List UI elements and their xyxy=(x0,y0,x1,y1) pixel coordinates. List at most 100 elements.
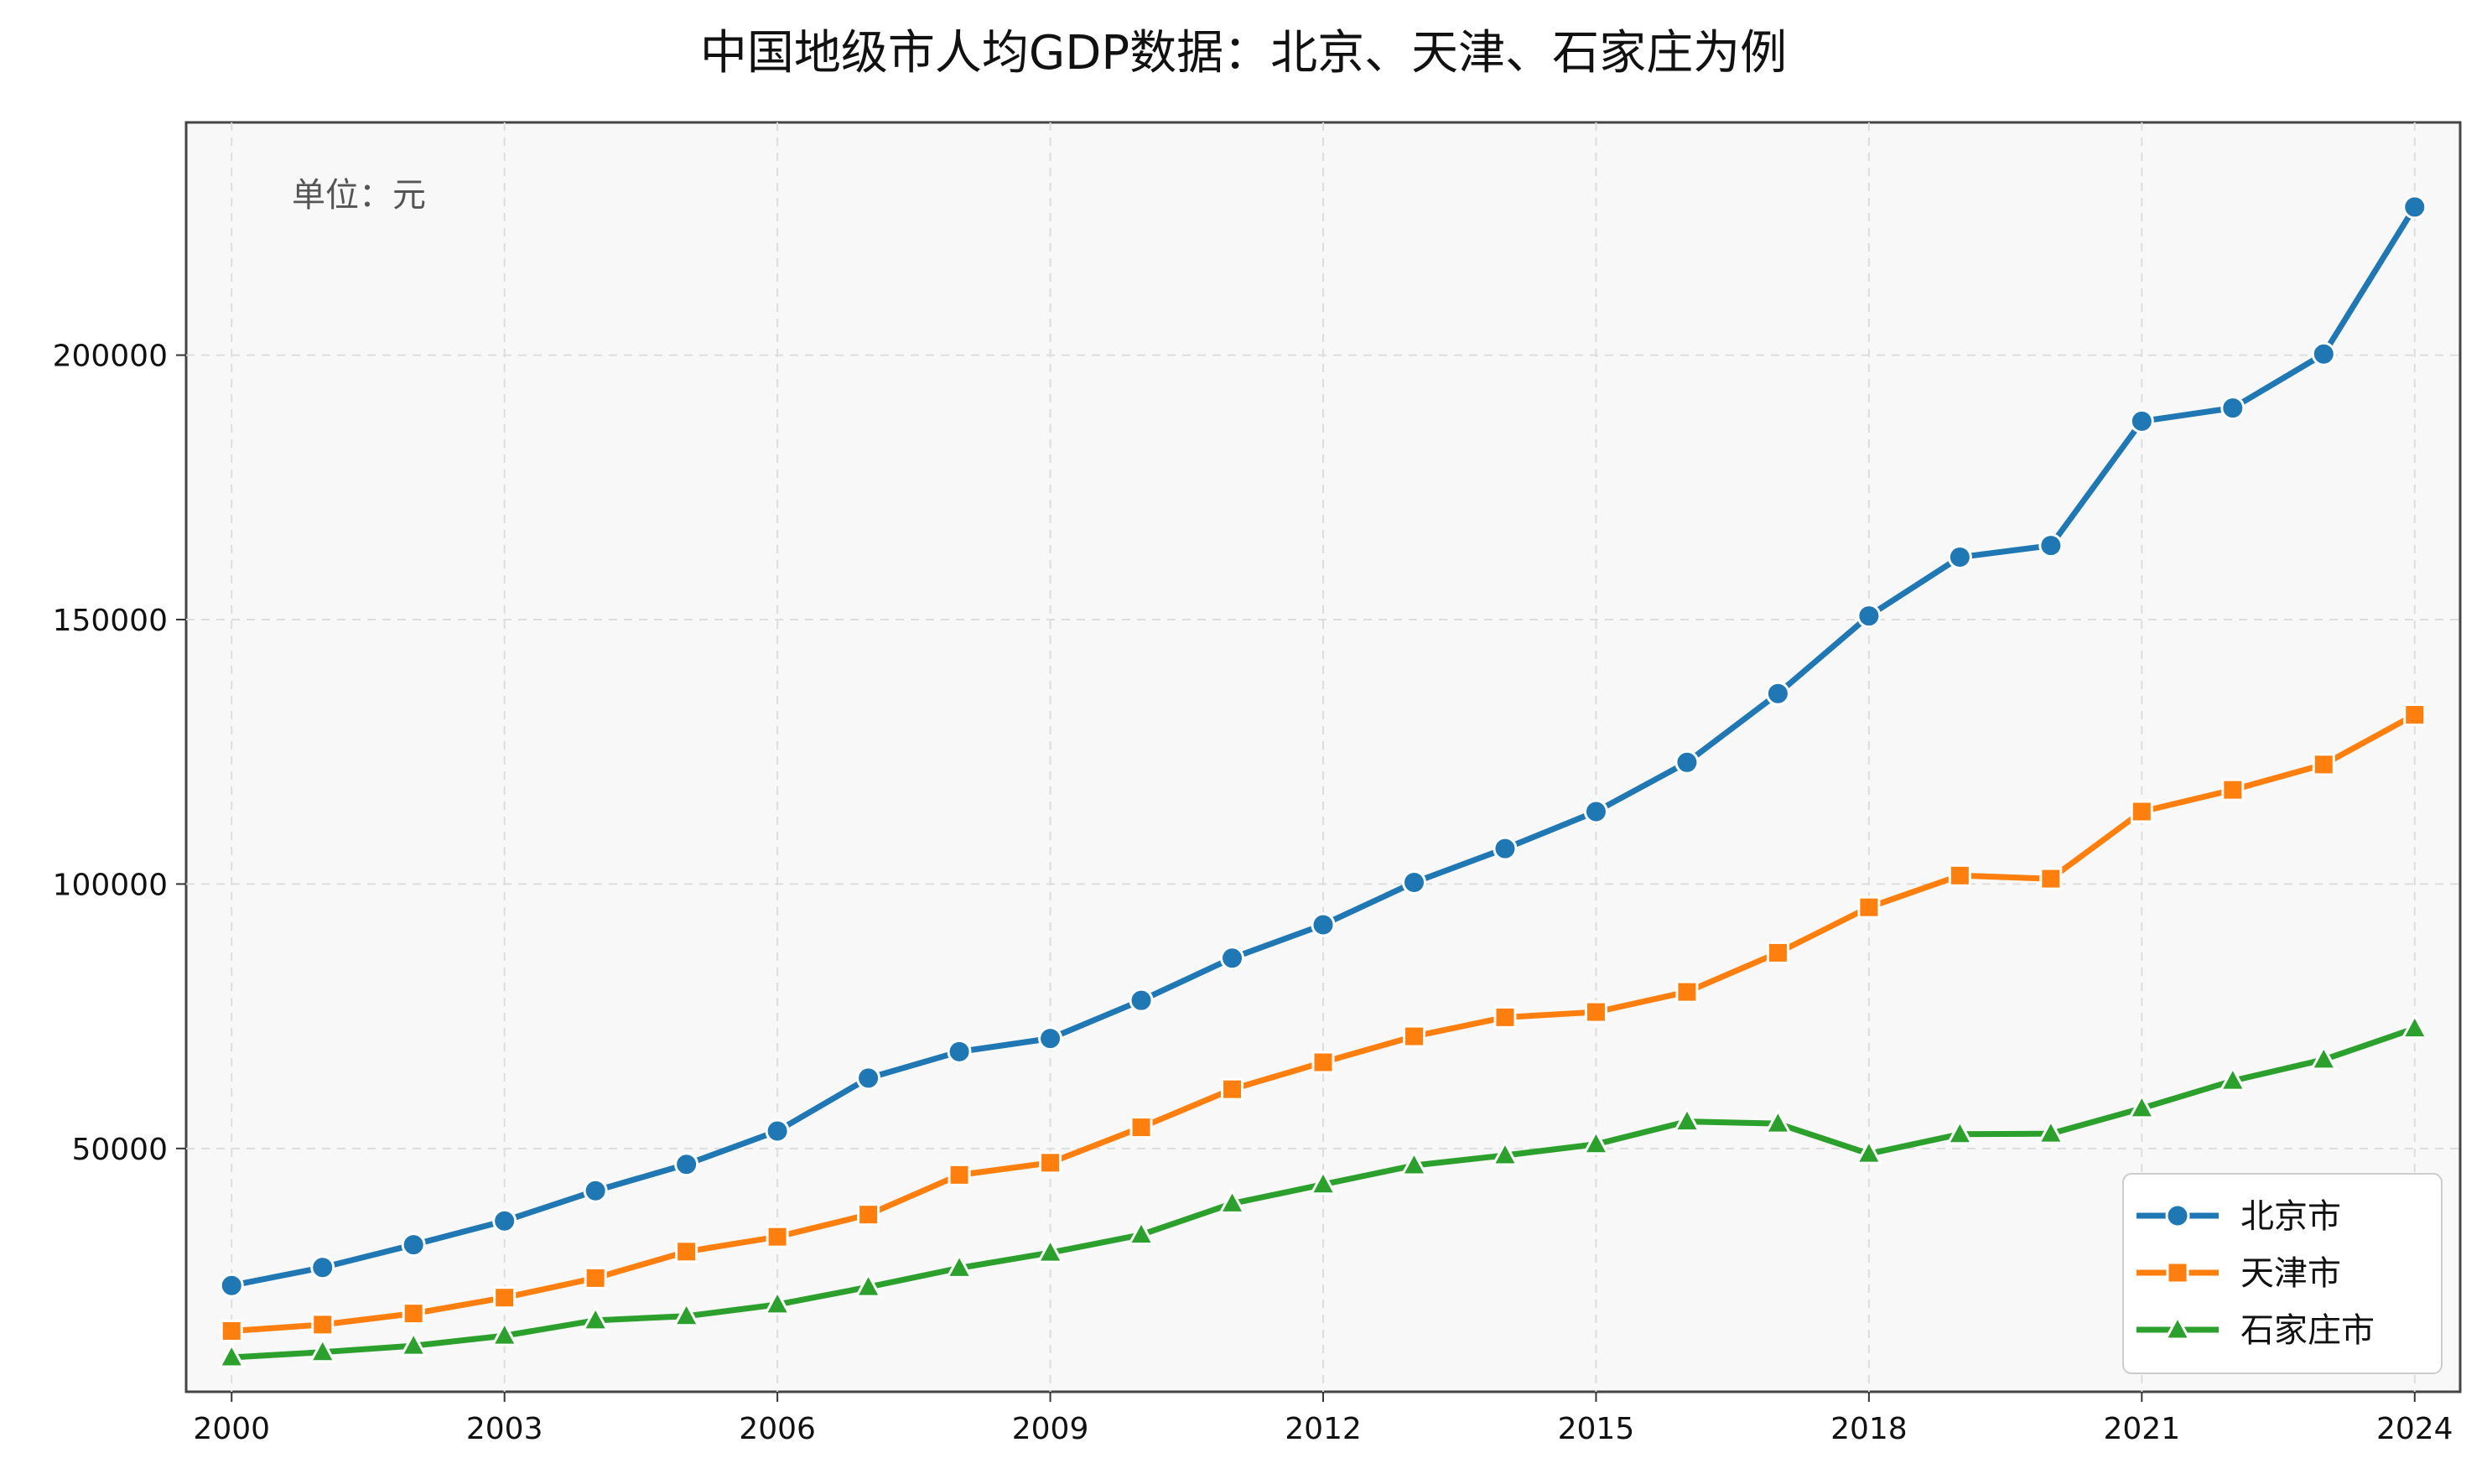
y-tick-label: 200000 xyxy=(53,340,168,374)
data-point xyxy=(1399,1149,1428,1176)
data-point xyxy=(763,1289,792,1315)
data-point xyxy=(672,1300,701,1327)
legend-marker xyxy=(2165,1203,2190,1228)
x-tick-label: 2000 xyxy=(193,1412,270,1446)
legend-label: 北京市 xyxy=(2240,1197,2341,1236)
data-point xyxy=(2309,1044,2338,1071)
data-point xyxy=(492,1208,517,1233)
data-point xyxy=(1129,988,1154,1013)
data-point xyxy=(2037,1118,2065,1144)
data-point xyxy=(2402,195,2427,220)
x-tick-label: 2006 xyxy=(739,1412,816,1446)
data-point xyxy=(674,1152,699,1177)
data-point xyxy=(1036,1237,1065,1263)
data-point xyxy=(948,1163,971,1186)
data-point xyxy=(2220,396,2246,421)
data-point xyxy=(1583,799,1608,824)
data-point xyxy=(1493,1005,1517,1029)
data-point xyxy=(310,1255,335,1280)
data-point xyxy=(1945,1118,1974,1145)
data-point xyxy=(675,1240,698,1263)
data-point xyxy=(581,1305,610,1331)
data-point xyxy=(2221,778,2245,802)
data-point xyxy=(2130,800,2153,823)
data-point xyxy=(401,1232,426,1258)
data-point xyxy=(945,1253,974,1279)
x-tick-label: 2012 xyxy=(1285,1412,1362,1446)
legend-box xyxy=(2122,1173,2443,1374)
data-point xyxy=(1673,1106,1701,1133)
data-point xyxy=(1309,1169,1337,1196)
data-point xyxy=(766,1225,789,1248)
data-point xyxy=(1765,681,1790,706)
data-point xyxy=(2401,1013,2429,1040)
y-tick-label: 100000 xyxy=(53,868,168,902)
data-point xyxy=(1581,1129,1610,1155)
data-point xyxy=(1402,1025,1425,1048)
data-point xyxy=(1947,545,1972,570)
grid-lines xyxy=(186,122,2460,1392)
data-point xyxy=(1948,864,1971,887)
data-point xyxy=(1038,1026,1063,1051)
data-point xyxy=(1584,1000,1607,1024)
data-point xyxy=(2219,1065,2247,1092)
data-point xyxy=(1127,1219,1155,1246)
data-point xyxy=(220,1319,243,1342)
series-circle xyxy=(219,195,2427,1298)
data-point xyxy=(1401,870,1426,895)
unit-annotation: 单位：元 xyxy=(292,176,426,215)
series-triangle xyxy=(217,1013,2429,1368)
data-point xyxy=(491,1320,519,1346)
x-tick-label: 2021 xyxy=(2104,1412,2181,1446)
data-point xyxy=(857,1203,880,1227)
data-point xyxy=(493,1286,517,1310)
data-point xyxy=(309,1336,337,1363)
series-square xyxy=(220,703,2427,1342)
data-point xyxy=(1129,1116,1153,1139)
data-point xyxy=(1493,836,1518,861)
data-point xyxy=(1855,1138,1883,1165)
data-point xyxy=(311,1313,335,1336)
data-point xyxy=(1221,1077,1244,1101)
data-point xyxy=(1674,750,1700,775)
data-point xyxy=(765,1118,790,1144)
legend-label: 石家庄市 xyxy=(2240,1311,2375,1350)
data-point xyxy=(1763,1108,1792,1134)
x-tick-label: 2024 xyxy=(2376,1412,2453,1446)
chart-title: 中国地级市人均GDP数据：北京、天津、石家庄为例 xyxy=(699,26,1788,80)
x-tick-label: 2009 xyxy=(1012,1412,1089,1446)
data-point xyxy=(854,1271,883,1298)
data-point xyxy=(1766,941,1789,964)
x-tick-label: 2018 xyxy=(1830,1412,1908,1446)
data-point xyxy=(1218,1188,1247,1214)
y-tick-label: 150000 xyxy=(53,604,168,638)
x-tick-label: 2003 xyxy=(466,1412,543,1446)
data-point xyxy=(2129,408,2154,433)
data-point xyxy=(402,1302,425,1326)
data-point xyxy=(1856,604,1882,629)
data-point xyxy=(1857,895,1881,919)
data-point xyxy=(584,1266,607,1289)
data-point xyxy=(2403,703,2427,727)
data-point xyxy=(1675,980,1699,1004)
data-point xyxy=(399,1330,428,1357)
data-point xyxy=(947,1039,972,1064)
legend-marker xyxy=(2163,1314,2192,1341)
data-point xyxy=(1220,946,1245,971)
data-point xyxy=(856,1066,881,1091)
data-point xyxy=(217,1341,246,1368)
y-tick-label: 50000 xyxy=(71,1133,168,1167)
data-point xyxy=(2038,533,2064,558)
x-tick-label: 2015 xyxy=(1558,1412,1635,1446)
data-point xyxy=(2311,341,2336,366)
legend-label: 天津市 xyxy=(2240,1254,2341,1293)
data-point xyxy=(1491,1139,1519,1166)
data-point xyxy=(2312,753,2335,776)
data-point xyxy=(219,1273,244,1298)
data-point xyxy=(1039,1151,1062,1175)
tick-labels: 2000 2003 2006 2009 2012 2015 2018 2021 2024 5000… xyxy=(53,340,2453,1446)
legend-marker xyxy=(2166,1261,2189,1284)
data-point xyxy=(1311,1051,1335,1074)
